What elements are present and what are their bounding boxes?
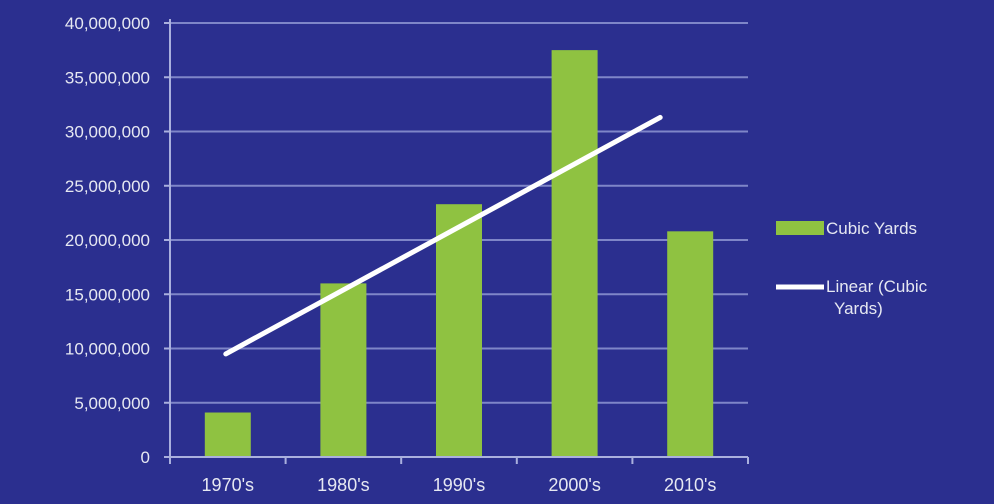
x-tick-label: 2010's — [664, 475, 716, 495]
y-tick-label: 20,000,000 — [65, 231, 150, 250]
bar — [436, 204, 482, 457]
bar — [204, 412, 251, 457]
y-tick-label: 10,000,000 — [65, 340, 150, 359]
x-tick-label: 1970's — [202, 475, 254, 495]
y-tick-label: 30,000,000 — [65, 123, 150, 142]
bars — [204, 50, 714, 457]
trendline — [223, 114, 663, 357]
legend-swatch-cubic-yards — [776, 221, 824, 235]
trendline-group — [223, 114, 663, 357]
y-tick-label: 35,000,000 — [65, 68, 150, 87]
legend-label-linear-trend: Linear (Cubic Yards) — [826, 277, 932, 318]
axes — [164, 19, 749, 464]
y-tick-label: 25,000,000 — [65, 177, 150, 196]
bar — [551, 50, 598, 457]
y-tick-label: 15,000,000 — [65, 285, 150, 304]
y-tick-label: 5,000,000 — [74, 394, 150, 413]
legend: Cubic Yards Linear (Cubic Yards) — [776, 219, 932, 318]
bar — [320, 283, 367, 457]
legend-label-linear-trend-line2: Yards) — [834, 299, 883, 318]
legend-label-cubic-yards: Cubic Yards — [826, 219, 917, 238]
x-tick-label: 1980's — [317, 475, 369, 495]
x-tick-label: 1990's — [433, 475, 485, 495]
bar — [667, 231, 714, 457]
x-tick-label: 2000's — [548, 475, 600, 495]
x-axis-tick-labels: 1970's 1980's 1990's 2000's 2010's — [202, 475, 717, 495]
y-tick-label: 0 — [141, 448, 150, 467]
y-tick-label: 40,000,000 — [65, 14, 150, 33]
legend-label-linear-trend-line1: Linear (Cubic — [826, 277, 928, 296]
y-axis-tick-labels: 0 5,000,000 10,000,000 15,000,000 20,000,000… — [65, 14, 150, 467]
